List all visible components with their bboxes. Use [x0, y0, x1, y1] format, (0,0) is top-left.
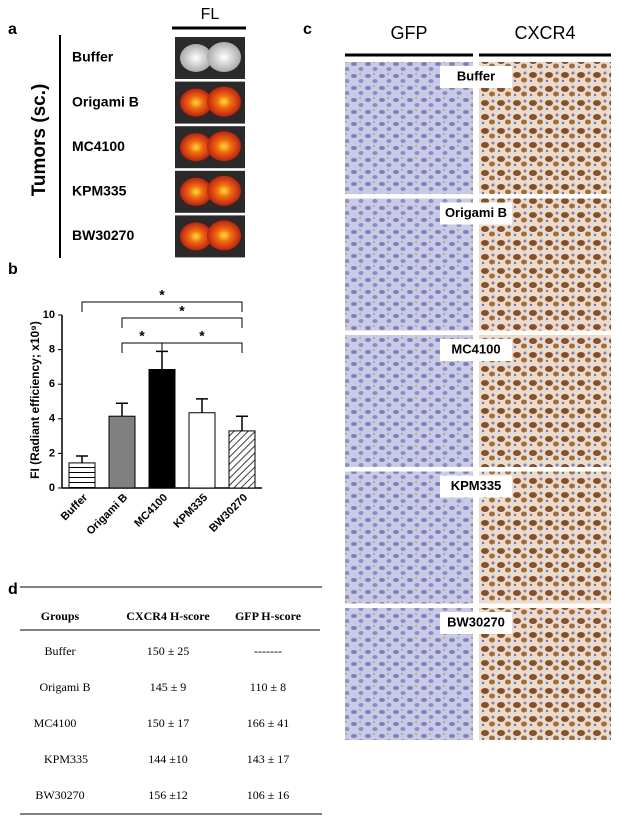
tumor	[207, 86, 241, 117]
table-header: CXCR4 H-score	[126, 609, 210, 623]
panel-c: GFP CXCR4 Buffer Origami B MC4100 KPM335 BW302…	[345, 23, 611, 740]
bar	[148, 368, 176, 489]
panel-label: b	[8, 261, 18, 278]
y-tick-label: 6	[49, 378, 55, 390]
x-tick-label: Origami B	[85, 492, 131, 538]
y-tick-label: 8	[49, 344, 55, 356]
error-bar	[116, 402, 128, 417]
x-tick-label: KPM335	[171, 492, 210, 531]
table-cell: 110 ± 8	[250, 680, 286, 694]
bar	[188, 412, 216, 489]
table-cell: 150 ± 17	[147, 716, 190, 730]
label-box	[440, 66, 512, 88]
table-header: Groups	[41, 609, 80, 623]
table-cell: 150 ± 25	[147, 644, 190, 658]
row-label: MC4100	[72, 138, 125, 154]
column-header: GFP	[390, 23, 427, 43]
panel-label: c	[303, 21, 312, 38]
row-label: MC4100	[451, 341, 500, 356]
error-bar	[156, 350, 168, 370]
y-tick-label: 4	[49, 413, 56, 425]
panel-label: a	[8, 21, 17, 38]
label-box	[440, 339, 512, 361]
tumor	[207, 175, 241, 206]
row-label: KPM335	[72, 183, 127, 199]
bar	[68, 462, 96, 489]
y-axis-title: FI (Radiant efficiency; x10⁹)	[28, 321, 42, 479]
significance-label: *	[179, 303, 185, 319]
significance-label: *	[159, 287, 165, 303]
tumor	[207, 220, 241, 251]
error-bar	[196, 398, 208, 413]
tumor	[180, 133, 212, 162]
table-cell: 166 ± 41	[247, 716, 290, 730]
table-cell: 145 ± 9	[150, 680, 187, 694]
tumor	[180, 177, 212, 206]
table-cell: BW30270	[35, 788, 84, 802]
panel-d: Groups CXCR4 H-score GFP H-score Buffer 150 …	[34, 609, 302, 802]
table-cell: 106 ± 16	[247, 788, 290, 802]
label-box	[440, 475, 512, 498]
bar	[108, 415, 136, 489]
tumor	[180, 222, 212, 251]
table-cell: 144 ±10	[148, 752, 188, 766]
error-bar	[236, 415, 248, 431]
significance-bracket	[81, 301, 243, 312]
bar	[228, 430, 256, 489]
row-label: KPM335	[451, 478, 502, 493]
row-label: Buffer	[72, 49, 114, 65]
column-header: CXCR4	[514, 23, 575, 43]
table-cell: -------	[254, 644, 282, 658]
panel-b: b FI (Radiant efficiency; x10⁹) 0 2 4 6 8 10 B…	[8, 261, 262, 537]
axis-label: Tumors (sc.)	[29, 84, 50, 197]
tumor	[207, 131, 241, 162]
row-label: BW30270	[72, 227, 134, 243]
error-bar	[76, 455, 88, 463]
table-header: GFP H-score	[235, 609, 302, 623]
table-cell: 156 ±12	[148, 788, 188, 802]
y-tick-label: 10	[43, 309, 55, 321]
x-tick-label: Buffer	[59, 491, 91, 523]
label-box	[440, 612, 512, 634]
x-tick-label: MC4100	[132, 492, 170, 530]
y-tick-label: 2	[49, 447, 55, 459]
significance-bracket	[161, 342, 243, 353]
row-label: Origami B	[72, 93, 139, 109]
row-label: Buffer	[457, 68, 495, 83]
row-label: BW30270	[447, 614, 505, 629]
panel-label: d	[8, 581, 18, 598]
panel-a: Buffer Origami B MC4100 KPM335 BW30270	[72, 37, 245, 258]
tumor	[180, 44, 212, 72]
column-header: FL	[201, 6, 220, 23]
tumor	[207, 42, 241, 72]
significance-bracket	[121, 317, 243, 328]
significance-label: *	[199, 328, 205, 344]
table-cell: Buffer	[44, 644, 75, 658]
table-cell: KPM335	[44, 752, 88, 766]
significance-label: *	[139, 328, 145, 344]
y-tick-label: 0	[49, 482, 55, 494]
table-cell: Origami B	[40, 680, 91, 694]
table-cell: MC4100	[34, 716, 77, 730]
row-label: Origami B	[445, 205, 507, 220]
label-box	[440, 202, 512, 225]
tumor	[180, 88, 212, 117]
table-cell: 143 ± 17	[247, 752, 290, 766]
x-tick-label: BW30270	[207, 492, 250, 535]
